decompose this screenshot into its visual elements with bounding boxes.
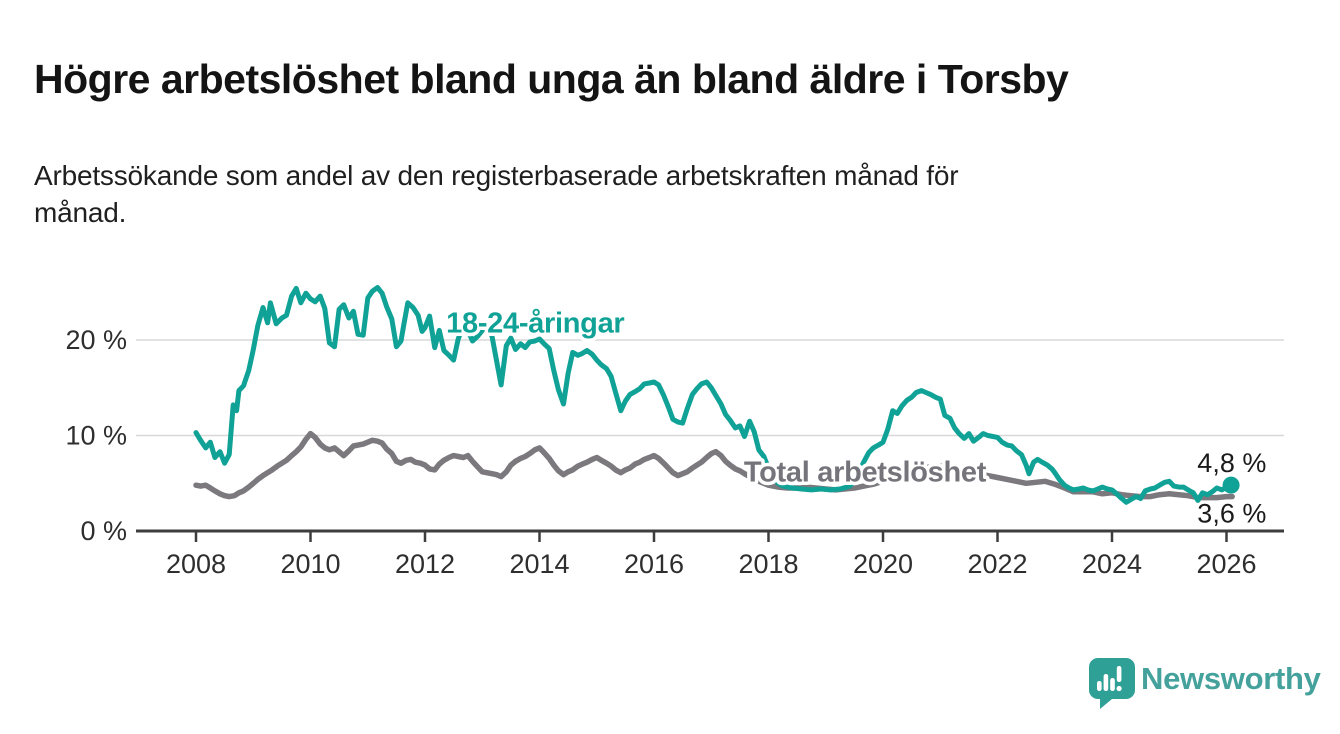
series-line-total [193, 430, 1235, 501]
y-tick-label-20: 20 % [65, 325, 127, 355]
x-tick-label-2014: 2014 [509, 549, 569, 579]
x-tick-label-2022: 2022 [967, 549, 1027, 579]
x-tick-label-2018: 2018 [738, 549, 798, 579]
page-title: Högre arbetslöshet bland unga än bland ä… [34, 56, 1069, 103]
logo-exclamation-dot [1116, 685, 1122, 692]
x-tick-label-2008: 2008 [166, 549, 226, 579]
page-subtitle: Arbetssökande som andel av den registerb… [34, 160, 959, 228]
series-label-total: Total arbetslöshet [744, 456, 987, 488]
end-value-label-youth: 4,8 % [1197, 448, 1266, 478]
logo-bar-2 [1103, 674, 1109, 691]
logo-exclamation-bar [1116, 666, 1122, 682]
end-dot-youth [1222, 476, 1240, 494]
x-tick-label-2016: 2016 [624, 549, 684, 579]
newsworthy-wordmark: Newsworthy [1141, 661, 1321, 696]
series-label-youth: 18-24-åringar [446, 307, 624, 339]
x-tick-label-2024: 2024 [1082, 549, 1142, 579]
y-tick-label-0: 0 % [80, 516, 127, 546]
unemployment-line-chart: 2008 2010 2012 2014 2016 2018 2020 2022 2024 2026… [65, 285, 1284, 579]
logo-bar-3 [1110, 678, 1115, 691]
y-tick-label-10: 10 % [65, 421, 127, 451]
x-tick-label-2026: 2026 [1196, 549, 1256, 579]
x-tick-label-2012: 2012 [395, 549, 455, 579]
x-tick-label-2010: 2010 [280, 549, 340, 579]
x-tick-label-2020: 2020 [853, 549, 913, 579]
logo-bar-1 [1097, 681, 1102, 691]
series-line-youth [193, 285, 1234, 505]
newsworthy-logo-icon [1089, 658, 1135, 709]
end-value-label-total: 3,6 % [1197, 498, 1266, 528]
